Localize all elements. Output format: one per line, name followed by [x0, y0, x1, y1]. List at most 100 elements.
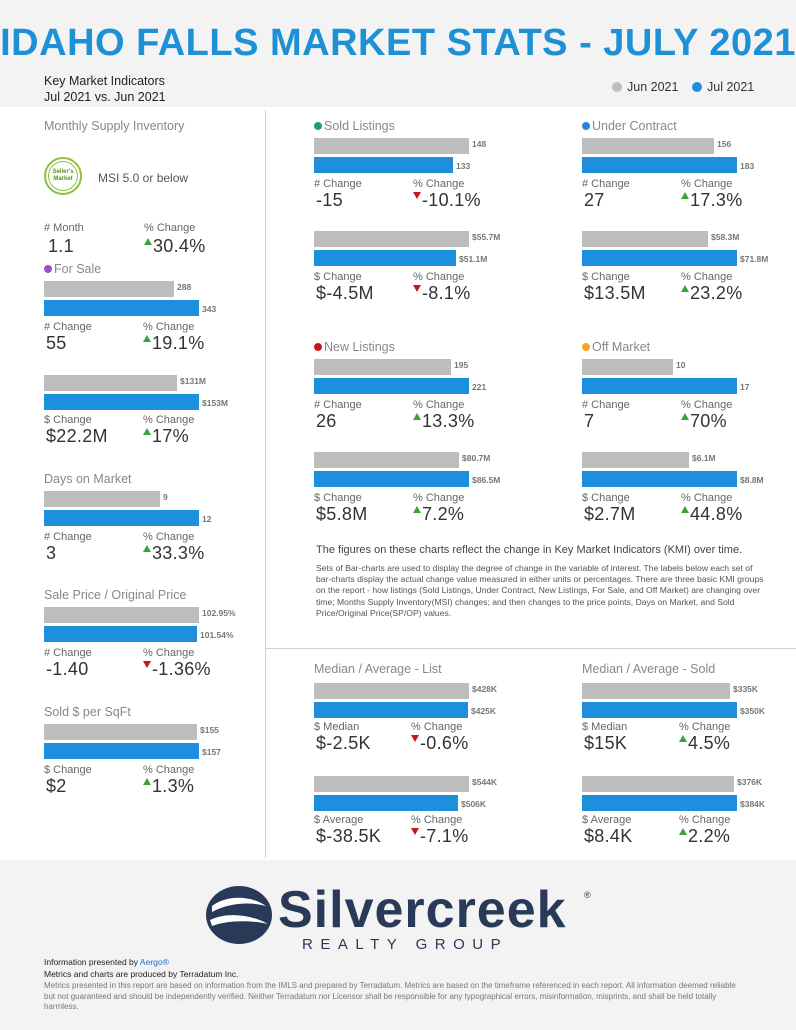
under-contract-volume-jul-label: $71.8M: [740, 254, 769, 264]
median-avg-list-median-pct-value: -0.6%: [411, 733, 469, 754]
median-avg-sold-average-change-value: $8.4K: [584, 826, 633, 846]
sale-price-jun-bar: [44, 607, 199, 623]
new-listings-title-text: New Listings: [324, 340, 395, 354]
sale-price-change-value: -1.40: [46, 659, 89, 679]
sold-sqft-change-label: $ Change: [44, 764, 92, 776]
new-listings-count-jul-label: 221: [472, 382, 487, 392]
sold-sqft-change-value: $2: [46, 776, 67, 796]
under-contract-volume-change-value: $13.5M: [584, 283, 646, 303]
days-on-market-jul-label: 12: [202, 514, 212, 524]
footer-produced: Metrics and charts are produced by Terra…: [44, 969, 239, 979]
msi-month-label: # Month: [44, 222, 84, 234]
footer-disclaimer: Metrics presented in this report are bas…: [44, 981, 736, 1011]
median-avg-list-median-pct-label: % Change: [411, 721, 463, 733]
for-sale-volume-jul-bar: [44, 394, 199, 410]
sale-price-jul-label: 101.54%: [200, 630, 234, 640]
new-listings-volume-jul-bar: [314, 471, 469, 487]
down-arrow-icon: [411, 735, 419, 742]
for-sale-count-pct-text: 19.1%: [152, 333, 205, 353]
median-avg-sold-average-pct-text: 2.2%: [688, 826, 731, 846]
new-listings-count-pct-label: % Change: [413, 399, 465, 411]
median-avg-sold-median-pct-value: 4.5%: [679, 733, 730, 754]
new-listings-count-change-label: # Change: [314, 399, 362, 411]
new-listings-title-dot: [314, 343, 322, 351]
median-avg-list-average-jul-label: $506K: [461, 799, 487, 809]
off-market-title: Off Market: [582, 340, 650, 354]
sold-listings-volume-change-label: $ Change: [314, 271, 362, 283]
median-avg-sold-median-jul-label: $350K: [740, 706, 766, 716]
msi-title: Monthly Supply Inventory: [44, 119, 185, 133]
median-avg-list-median-jun-label: $428K: [472, 684, 498, 694]
for-sale-count-pct-value: 19.1%: [143, 333, 205, 354]
median-avg-list-average-pct-label: % Change: [411, 814, 463, 826]
sale-price-pct-value: -1.36%: [143, 659, 211, 680]
sellers-market-badge-ring: Seller's Market: [48, 161, 78, 191]
median-avg-list-median-jul-bar: [314, 702, 468, 718]
off-market-volume-jun-label: $6.1M: [692, 453, 716, 463]
under-contract-title-dot: [582, 122, 590, 130]
sale-price-jul-bar: [44, 626, 197, 642]
sellers-market-badge: Seller's Market: [44, 157, 82, 195]
median-avg-sold-median-pct-label: % Change: [679, 721, 731, 733]
under-contract-count-jun-bar: [582, 138, 714, 154]
sale-price-pct-label: % Change: [143, 647, 195, 659]
up-arrow-icon: [143, 778, 151, 785]
for-sale-volume-pct-value: 17%: [143, 426, 189, 447]
under-contract-count-pct-value: 17.3%: [681, 190, 743, 211]
under-contract-volume-pct-label: % Change: [681, 271, 733, 283]
sold-listings-volume-jul-label: $51.1M: [459, 254, 488, 264]
msi-threshold: MSI 5.0 or below: [98, 171, 189, 185]
off-market-title-dot: [582, 343, 590, 351]
sold-listings-count-change-value: -15: [316, 190, 343, 210]
under-contract-volume-jul-bar: [582, 250, 737, 266]
sold-listings-title-text: Sold Listings: [324, 119, 395, 133]
median-avg-list-average-change-value: $-38.5K: [316, 826, 382, 846]
sold-sqft-title-text: Sold $ per SqFt: [44, 705, 131, 719]
up-arrow-icon: [681, 413, 689, 420]
off-market-count-pct-value: 70%: [681, 411, 727, 432]
under-contract-title-text: Under Contract: [592, 119, 677, 133]
median-avg-sold-title-text: Median / Average - Sold: [582, 662, 716, 676]
sold-sqft-jul-bar: [44, 743, 199, 759]
days-on-market-pct-value: 33.3%: [143, 543, 205, 564]
logo-subtitle: REALTY GROUP: [302, 936, 509, 953]
footer-presented: Information presented by Aergo®: [44, 957, 169, 967]
median-avg-sold-title: Median / Average - Sold: [582, 662, 715, 676]
for-sale-count-jun-label: 288: [177, 282, 192, 292]
up-arrow-icon: [143, 335, 151, 342]
msi-month-value: 1.1: [48, 236, 74, 256]
days-on-market-pct-text: 33.3%: [152, 543, 205, 563]
sale-price-pct-text: -1.36%: [152, 659, 211, 679]
page-title: IDAHO FALLS MARKET STATS - JULY 2021: [0, 22, 796, 64]
vertical-divider: [265, 110, 266, 858]
for-sale-count-jul-label: 343: [202, 304, 217, 314]
new-listings-volume-jul-label: $86.5M: [472, 475, 501, 485]
off-market-count-jun-bar: [582, 359, 673, 375]
off-market-count-pct-text: 70%: [690, 411, 727, 431]
under-contract-volume-pct-value: 23.2%: [681, 283, 743, 304]
up-arrow-icon: [143, 428, 151, 435]
median-avg-list-median-jun-bar: [314, 683, 469, 699]
for-sale-volume-jun-bar: [44, 375, 177, 391]
for-sale-volume-change-label: $ Change: [44, 414, 92, 426]
aergo-link[interactable]: Aergo®: [139, 957, 169, 967]
notes-main: The figures on these charts reflect the …: [316, 544, 743, 556]
footer-presented-prefix: Information presented by: [44, 957, 140, 967]
new-listings-count-pct-text: 13.3%: [422, 411, 475, 431]
kmi-line-1: Key Market Indicators: [44, 74, 165, 88]
logo-wordmark: Silvercreek: [278, 881, 567, 939]
new-listings-title: New Listings: [314, 340, 395, 354]
legend-jun: Jun 2021: [612, 80, 678, 94]
under-contract-count-jul-bar: [582, 157, 737, 173]
median-avg-list-average-jun-label: $544K: [472, 777, 498, 787]
new-listings-volume-jun-bar: [314, 452, 459, 468]
median-avg-list-median-pct-text: -0.6%: [420, 733, 469, 753]
new-listings-count-jun-bar: [314, 359, 451, 375]
footer-band: [0, 860, 796, 1030]
under-contract-count-pct-text: 17.3%: [690, 190, 743, 210]
new-listings-count-change-value: 26: [316, 411, 337, 431]
sold-sqft-pct-text: 1.3%: [152, 776, 195, 796]
under-contract-volume-change-label: $ Change: [582, 271, 630, 283]
legend-jun-swatch: [612, 82, 622, 92]
for-sale-title: For Sale: [44, 262, 101, 276]
